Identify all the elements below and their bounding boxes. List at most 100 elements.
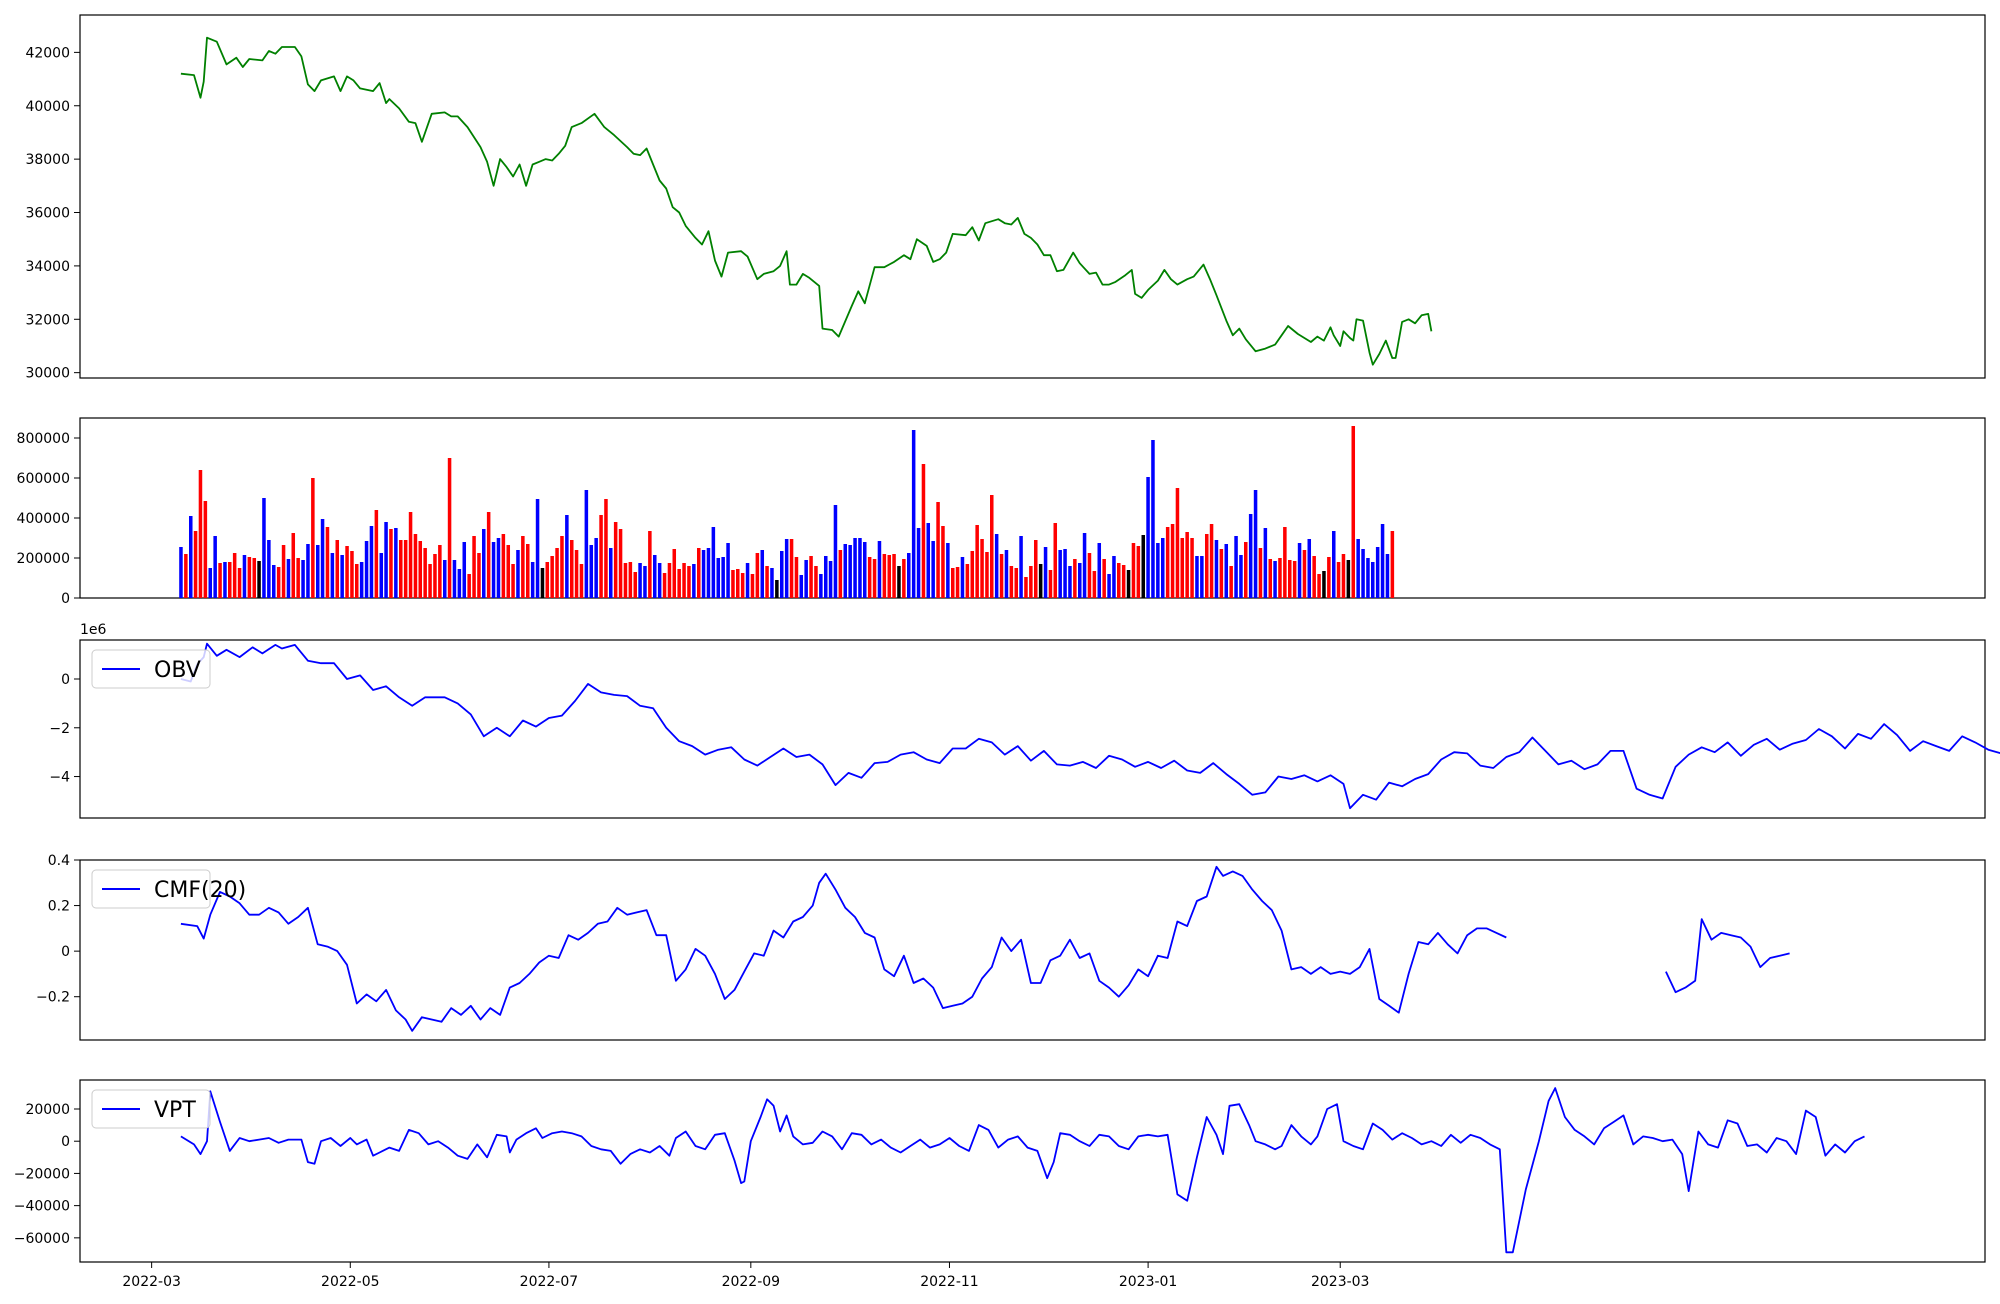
volume-bar: [697, 548, 701, 598]
volume-bar: [990, 495, 994, 598]
price-ytick-label: 42000: [25, 45, 70, 61]
volume-bar: [618, 529, 623, 598]
vpt-legend-box: [91, 1089, 211, 1129]
volume-bar: [1317, 574, 1321, 598]
volume-bar: [701, 550, 706, 598]
volume-bar: [1297, 543, 1302, 598]
volume-bar: [345, 546, 349, 598]
volume-bar: [1107, 574, 1111, 598]
volume-bar: [780, 551, 784, 598]
volume-bar: [301, 560, 305, 598]
volume-bar: [662, 573, 667, 598]
volume-bar: [374, 510, 379, 598]
volume-bar: [262, 498, 266, 598]
volume-bar: [535, 499, 540, 598]
vpt-ytick-label: −20000: [14, 1166, 70, 1182]
xtick-label: 2023-03: [1311, 1274, 1370, 1290]
volume-bar: [1248, 514, 1253, 598]
volume-bar: [242, 555, 247, 598]
volume-bar: [838, 550, 843, 598]
volume-bar: [1058, 550, 1062, 598]
volume-bar: [887, 555, 892, 598]
volume-bar: [399, 540, 403, 598]
volume-bar: [286, 559, 291, 598]
obv-legend-label: OBV: [154, 658, 201, 683]
volume-bar: [501, 534, 506, 598]
volume-bar: [1092, 571, 1097, 598]
volume-bar: [848, 545, 852, 598]
price-ytick-label: 32000: [25, 312, 70, 328]
volume-bar: [584, 490, 589, 598]
volume-bar: [403, 540, 408, 598]
volume-bar: [1102, 559, 1106, 598]
volume-bar: [1156, 543, 1160, 598]
volume-bar: [355, 564, 359, 598]
volume-bar: [574, 550, 579, 598]
volume-bar: [828, 561, 833, 598]
volume-bar: [1112, 556, 1116, 598]
volume-bar: [389, 529, 393, 598]
volume-bar: [863, 542, 867, 598]
volume-bar: [921, 464, 926, 598]
volume-bar: [770, 568, 774, 598]
volume-bar: [814, 566, 818, 598]
volume-bar: [565, 515, 569, 598]
cmf-ytick-label: 0.4: [48, 853, 70, 869]
vpt-ytick-label: −60000: [14, 1231, 70, 1247]
volume-bar: [1195, 556, 1199, 598]
volume-bar: [208, 568, 213, 598]
volume-bar: [257, 561, 261, 598]
volume-bar: [955, 567, 960, 598]
volume-bar: [491, 542, 496, 598]
volume-bar: [1258, 548, 1263, 598]
volume-bar: [306, 544, 310, 598]
volume-bar: [1244, 542, 1248, 598]
price-ytick-label: 30000: [25, 366, 70, 382]
volume-bar: [975, 525, 979, 598]
volume-bar: [555, 548, 559, 598]
volume-bar: [799, 575, 804, 598]
vpt-ytick-label: 0: [61, 1134, 70, 1150]
volume-bar: [692, 564, 696, 598]
volume-bar: [1209, 524, 1214, 598]
volume-bar: [1180, 538, 1185, 598]
vpt-axes-frame: [79, 1079, 1986, 1263]
volume-bar: [579, 564, 584, 598]
volume-bar: [775, 580, 779, 598]
xtick-label: 2022-07: [520, 1274, 579, 1290]
volume-bar: [706, 548, 711, 598]
volume-bar: [750, 574, 755, 598]
volume-bar: [179, 547, 183, 598]
volume-bar: [672, 549, 677, 598]
volume-bar: [330, 553, 335, 598]
volume-bar: [560, 536, 564, 598]
volume-bar: [1356, 539, 1360, 598]
xtick-label: 2022-09: [722, 1274, 781, 1290]
volume-bar: [1082, 533, 1087, 598]
volume-bar: [907, 553, 911, 598]
volume-bar: [877, 541, 882, 598]
volume-bar: [687, 566, 691, 598]
volume-bar: [731, 570, 735, 598]
volume-bar: [1161, 538, 1165, 598]
volume-bar: [1351, 426, 1356, 598]
volume-bar: [882, 554, 887, 598]
volume-bar: [408, 512, 413, 598]
volume-bar: [1229, 566, 1233, 598]
volume-bar: [1121, 565, 1126, 598]
volume-bar: [428, 564, 432, 598]
volume-bar: [809, 556, 813, 598]
volume-bar: [628, 562, 633, 598]
volume-bar: [1141, 535, 1146, 598]
volume-bar: [911, 430, 916, 598]
volume-bar: [784, 539, 789, 598]
volume-bar: [228, 562, 232, 598]
volume-bar: [325, 527, 330, 598]
volume-bar: [965, 564, 970, 598]
volume-bar: [379, 553, 384, 598]
volume-bar: [1322, 571, 1326, 598]
volume-bar: [682, 563, 686, 598]
volume-bar: [291, 533, 296, 598]
